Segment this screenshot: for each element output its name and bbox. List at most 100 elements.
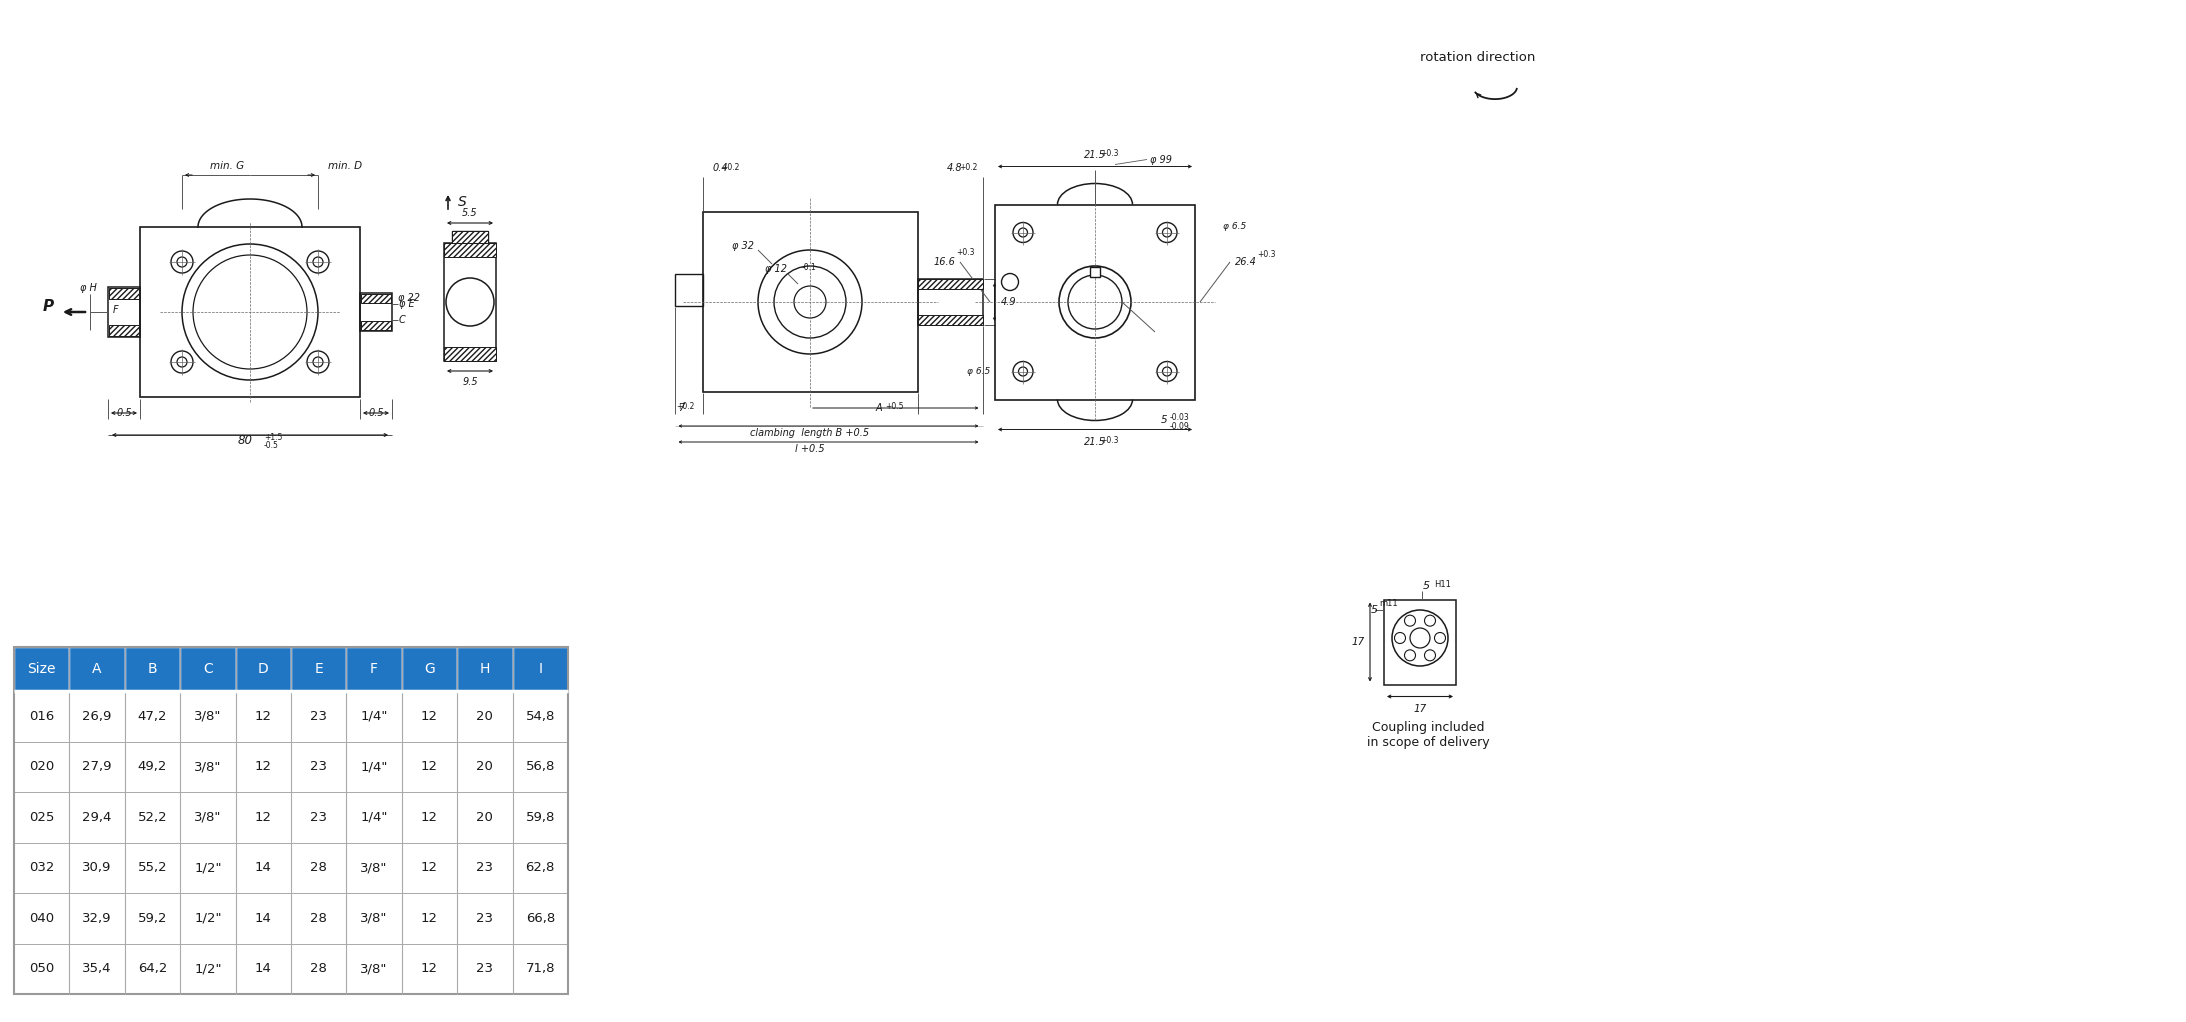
- Text: 1/2": 1/2": [195, 912, 221, 925]
- Text: S: S: [459, 195, 468, 210]
- Text: 21.5: 21.5: [1084, 149, 1106, 159]
- Text: φ 6.5: φ 6.5: [966, 367, 990, 376]
- Text: 4.9: 4.9: [1001, 297, 1016, 307]
- Text: -0.09: -0.09: [1170, 422, 1189, 431]
- Text: P: P: [42, 298, 55, 314]
- Text: 23: 23: [477, 862, 494, 874]
- Text: 62,8: 62,8: [525, 862, 555, 874]
- Text: 1/4": 1/4": [361, 810, 387, 824]
- Text: +1.5: +1.5: [265, 432, 282, 442]
- Bar: [457, 792, 512, 842]
- Bar: [236, 842, 291, 893]
- Text: φ 6.5: φ 6.5: [1222, 222, 1246, 231]
- Text: A: A: [877, 403, 883, 413]
- Text: 30,9: 30,9: [83, 862, 111, 874]
- Text: 26.4: 26.4: [1235, 257, 1257, 267]
- Text: I: I: [538, 662, 542, 676]
- Text: 29,4: 29,4: [83, 810, 111, 824]
- Text: +0.3: +0.3: [957, 247, 975, 257]
- Text: 21.5: 21.5: [1084, 436, 1106, 447]
- Text: 64,2: 64,2: [138, 963, 166, 975]
- Text: F: F: [369, 662, 378, 676]
- Bar: [236, 792, 291, 842]
- Text: 0.5: 0.5: [367, 408, 385, 418]
- Bar: [236, 893, 291, 943]
- Bar: [70, 691, 125, 742]
- Circle shape: [1434, 633, 1445, 644]
- Bar: [291, 647, 345, 691]
- Text: 032: 032: [28, 862, 55, 874]
- Text: 5: 5: [1161, 415, 1167, 424]
- Bar: [70, 792, 125, 842]
- Bar: [512, 647, 568, 691]
- Bar: [1384, 600, 1456, 685]
- Bar: [70, 742, 125, 792]
- Bar: [179, 893, 236, 943]
- Text: 12: 12: [422, 862, 437, 874]
- Text: A: A: [92, 662, 103, 676]
- Text: 28: 28: [310, 912, 328, 925]
- Text: 12: 12: [256, 810, 271, 824]
- Bar: [13, 742, 70, 792]
- Bar: [402, 647, 457, 691]
- Bar: [402, 792, 457, 842]
- Text: m11: m11: [1379, 599, 1397, 608]
- Bar: [236, 943, 291, 994]
- Bar: [918, 279, 982, 325]
- Text: H11: H11: [1434, 580, 1452, 589]
- Bar: [345, 943, 402, 994]
- Bar: [179, 943, 236, 994]
- Text: B: B: [149, 662, 157, 676]
- Text: 23: 23: [310, 709, 328, 723]
- Text: 4.8: 4.8: [947, 162, 962, 173]
- Text: 20: 20: [477, 709, 494, 723]
- Text: 14: 14: [256, 963, 271, 975]
- Text: 5.5: 5.5: [461, 208, 479, 218]
- Text: 050: 050: [28, 963, 55, 975]
- Bar: [291, 893, 345, 943]
- Text: l +0.5: l +0.5: [796, 444, 824, 454]
- Text: φ 99: φ 99: [1150, 154, 1172, 165]
- Bar: [291, 842, 345, 893]
- Text: 020: 020: [28, 760, 55, 774]
- Text: Coupling included
in scope of delivery: Coupling included in scope of delivery: [1366, 721, 1489, 748]
- Text: rotation direction: rotation direction: [1421, 50, 1535, 63]
- Text: E: E: [315, 662, 324, 676]
- Text: 35,4: 35,4: [83, 963, 111, 975]
- Text: 025: 025: [28, 810, 55, 824]
- Text: F: F: [114, 305, 118, 315]
- Bar: [125, 943, 179, 994]
- Bar: [140, 227, 361, 397]
- Text: 12: 12: [256, 760, 271, 774]
- Circle shape: [1425, 650, 1436, 661]
- Text: 55,2: 55,2: [138, 862, 168, 874]
- Bar: [70, 943, 125, 994]
- Text: 5: 5: [1423, 580, 1430, 591]
- Text: 1/4": 1/4": [361, 760, 387, 774]
- Text: 0.5: 0.5: [116, 408, 131, 418]
- Text: 49,2: 49,2: [138, 760, 166, 774]
- Bar: [291, 691, 345, 742]
- Text: 56,8: 56,8: [525, 760, 555, 774]
- Text: 040: 040: [28, 912, 55, 925]
- Text: 0.4: 0.4: [713, 162, 728, 173]
- Text: min. G: min. G: [210, 161, 245, 171]
- Bar: [70, 647, 125, 691]
- Bar: [457, 742, 512, 792]
- Bar: [13, 943, 70, 994]
- Text: 1/2": 1/2": [195, 963, 221, 975]
- Bar: [512, 792, 568, 842]
- Bar: [179, 842, 236, 893]
- Text: 12: 12: [422, 760, 437, 774]
- Text: 016: 016: [28, 709, 55, 723]
- Bar: [453, 231, 487, 243]
- Bar: [402, 893, 457, 943]
- Text: +0.2: +0.2: [960, 162, 977, 172]
- Text: φ E: φ E: [400, 299, 415, 309]
- Text: φ 22: φ 22: [398, 293, 420, 303]
- Text: 12: 12: [422, 810, 437, 824]
- Bar: [402, 691, 457, 742]
- Text: 26,9: 26,9: [83, 709, 111, 723]
- Text: 32,9: 32,9: [83, 912, 111, 925]
- Text: +0.3: +0.3: [1100, 149, 1119, 158]
